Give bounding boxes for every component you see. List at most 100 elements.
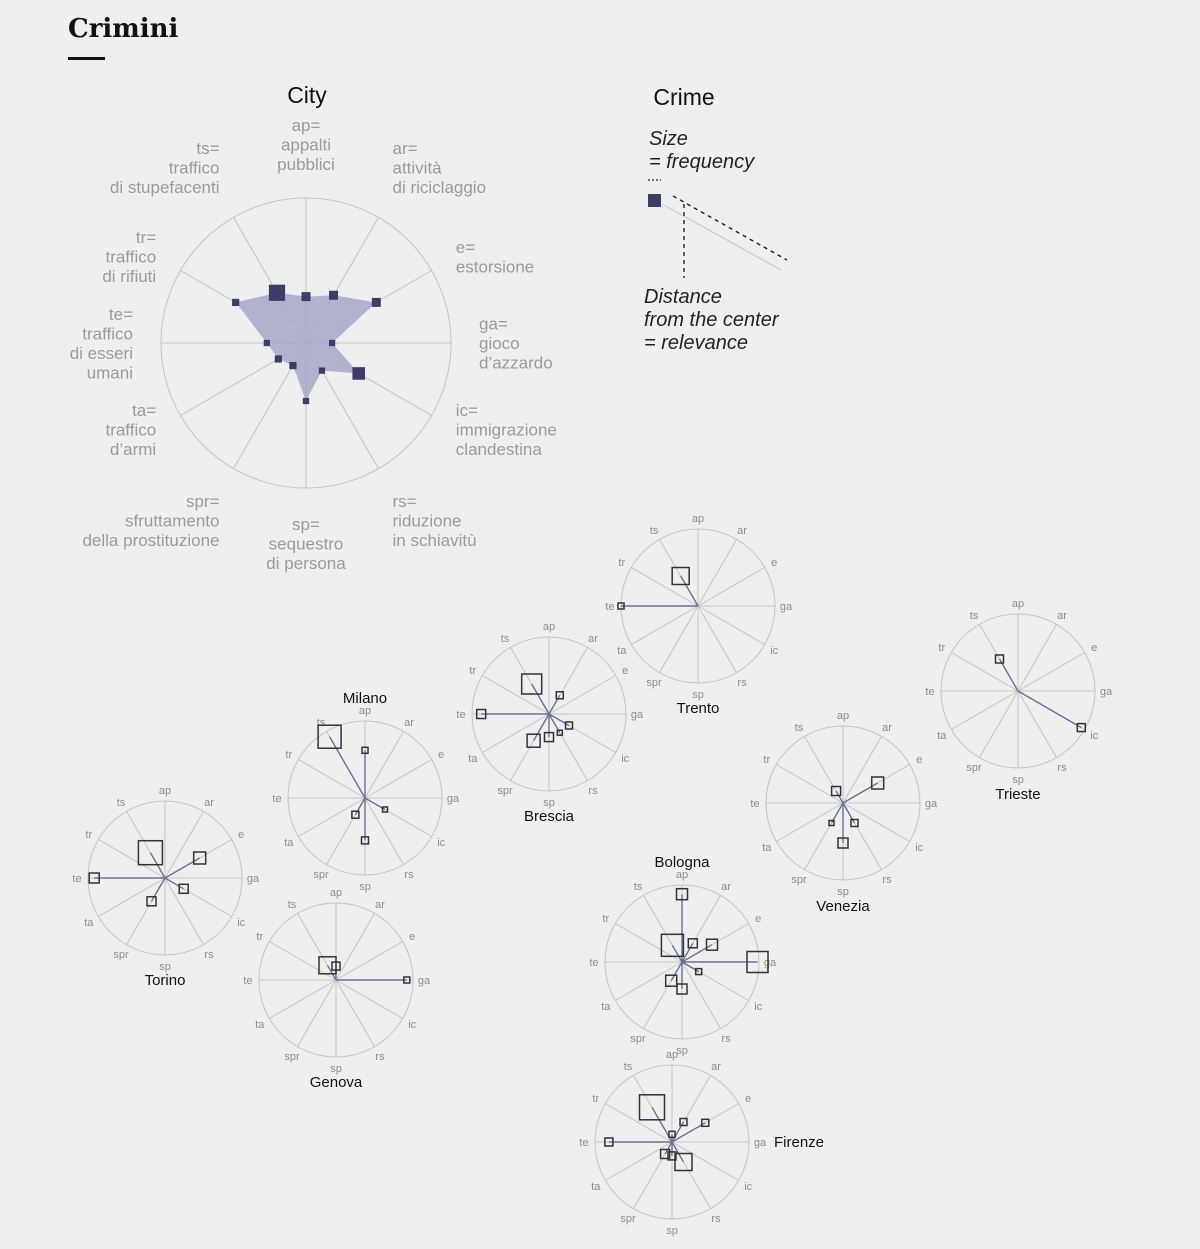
legend-label-ta-line-3: d’armi bbox=[110, 440, 156, 459]
radar-spoke-brescia-tr bbox=[482, 675, 550, 715]
axis-label-trento-ta: ta bbox=[617, 645, 627, 657]
distance-legend-line-2: from the center bbox=[644, 309, 780, 331]
distance-legend-line-1: Distance bbox=[644, 286, 722, 308]
radar-brescia: ap ar e ga ic rs sp spr ta te tr ts Brescia bbox=[456, 621, 644, 825]
legend-radar-marker-rs bbox=[318, 367, 326, 374]
axis-label-milano-ta: ta bbox=[284, 837, 294, 849]
axis-label-trento-rs: rs bbox=[737, 677, 747, 689]
radar-spoke-brescia-ta bbox=[482, 713, 550, 753]
legend-label-rs-line-2: riduzione bbox=[393, 511, 462, 530]
radar-spoke-torino-tr bbox=[98, 839, 166, 879]
axis-label-venezia-ts: ts bbox=[795, 722, 804, 734]
axis-label-firenze-tr: tr bbox=[592, 1093, 599, 1105]
radar-spoke-trieste-ta bbox=[951, 690, 1019, 730]
axis-label-brescia-ap: ap bbox=[543, 621, 555, 633]
axis-label-firenze-te: te bbox=[579, 1137, 588, 1149]
axis-label-genova-e: e bbox=[409, 931, 415, 943]
marker-milano-ap bbox=[361, 746, 369, 755]
axis-label-firenze-ga: ga bbox=[754, 1137, 767, 1149]
marker-venezia-rs bbox=[850, 818, 859, 828]
marker-bologna-sp bbox=[676, 983, 688, 995]
city-label-firenze: Firenze bbox=[774, 1134, 824, 1151]
axis-label-venezia-tr: tr bbox=[763, 754, 770, 766]
axis-label-firenze-rs: rs bbox=[711, 1213, 721, 1225]
axis-label-trento-te: te bbox=[605, 601, 614, 613]
radar-venezia: ap ar e ga ic rs sp spr ta te tr ts Venezia bbox=[750, 710, 938, 915]
marker-firenze-te bbox=[604, 1137, 614, 1147]
axis-label-brescia-ta: ta bbox=[468, 753, 478, 765]
marker-bologna-e bbox=[705, 938, 719, 951]
axis-label-trieste-spr: spr bbox=[966, 762, 982, 774]
axis-label-brescia-ar: ar bbox=[588, 633, 598, 645]
axis-label-bologna-te: te bbox=[589, 957, 598, 969]
legend-label-ar-line-3: di riciclaggio bbox=[393, 178, 487, 197]
axis-label-torino-rs: rs bbox=[204, 949, 214, 961]
city-heading: City bbox=[287, 82, 327, 108]
radar-spoke-trento-ta bbox=[631, 605, 699, 645]
value-line-firenze-e bbox=[671, 1122, 706, 1143]
axis-label-torino-spr: spr bbox=[113, 949, 129, 961]
marker-torino-ic bbox=[178, 883, 189, 895]
marker-firenze-ts bbox=[638, 1094, 666, 1121]
legend-label-ic-line-1: ic= bbox=[456, 401, 478, 420]
axis-label-milano-ic: ic bbox=[437, 837, 445, 849]
axis-label-bologna-ta: ta bbox=[601, 1001, 611, 1013]
city-radar-charts: ap ar e ga ic rs sp spr ta te tr ts Trento ap ar e ga ic r… bbox=[72, 513, 1113, 1237]
legend-label-ar-line-2: attività bbox=[393, 159, 443, 178]
value-line-brescia-ts bbox=[531, 683, 550, 715]
axis-label-trieste-ic: ic bbox=[1090, 730, 1098, 742]
radar-spoke-milano-tr bbox=[298, 759, 366, 799]
axis-label-genova-ta: ta bbox=[255, 1019, 265, 1031]
radar-spoke-genova-ta bbox=[269, 979, 337, 1019]
axis-label-venezia-spr: spr bbox=[791, 874, 807, 886]
radar-spoke-venezia-ta bbox=[776, 802, 844, 842]
axis-label-milano-sp: sp bbox=[359, 881, 371, 893]
legend-label-tr-line-2: traffico bbox=[105, 248, 156, 267]
size-legend-line-2: = frequency bbox=[649, 151, 755, 173]
legend-label-ga-line-1: ga= bbox=[479, 315, 508, 334]
marker-genova-ga bbox=[403, 976, 411, 984]
legend-label-sp-line-3: di persona bbox=[266, 554, 346, 573]
axis-label-trieste-e: e bbox=[1091, 642, 1097, 654]
axis-label-genova-te: te bbox=[243, 975, 252, 987]
marker-brescia-ts bbox=[520, 673, 543, 695]
value-line-trento-ts bbox=[680, 575, 699, 607]
crime-heading: Crime bbox=[653, 84, 714, 110]
radar-torino: ap ar e ga ic rs sp spr ta te tr ts Torino bbox=[72, 785, 260, 989]
axis-label-milano-ar: ar bbox=[404, 717, 414, 729]
city-label-genova: Genova bbox=[310, 1074, 363, 1091]
legend-label-ap-line-3: pubblici bbox=[277, 155, 335, 174]
radar-spoke-trento-spr bbox=[659, 605, 699, 673]
marker-brescia-sp bbox=[543, 731, 555, 743]
axis-label-torino-ts: ts bbox=[117, 797, 126, 809]
radar-spoke-trento-rs bbox=[697, 605, 737, 673]
page-title: Crimini bbox=[68, 14, 179, 44]
axis-label-bologna-rs: rs bbox=[721, 1033, 731, 1045]
axis-label-trento-tr: tr bbox=[618, 557, 625, 569]
value-line-milano-ic bbox=[364, 797, 386, 811]
legend-radar-marker-te bbox=[263, 339, 270, 347]
marker-trento-ts bbox=[671, 566, 690, 586]
city-label-bologna: Bologna bbox=[654, 854, 710, 871]
marker-genova-ts bbox=[318, 956, 337, 975]
value-line-torino-ic bbox=[164, 877, 185, 890]
radar-genova: ap ar e ga ic rs sp spr ta te tr ts Genova bbox=[243, 887, 431, 1091]
radar-spoke-bologna-rs bbox=[681, 961, 721, 1029]
axis-label-torino-ar: ar bbox=[204, 797, 214, 809]
radar-spoke-firenze-tr bbox=[605, 1103, 673, 1143]
marker-firenze-ar bbox=[679, 1117, 688, 1127]
radar-trento: ap ar e ga ic rs sp spr ta te tr ts Trento bbox=[605, 513, 793, 717]
axis-label-trieste-te: te bbox=[925, 686, 934, 698]
value-line-bologna-spr bbox=[670, 961, 683, 982]
radar-spoke-firenze-ic bbox=[671, 1141, 739, 1181]
legend-label-te-line-3: di esseri bbox=[70, 344, 133, 363]
axis-label-firenze-e: e bbox=[745, 1093, 751, 1105]
axis-label-brescia-spr: spr bbox=[497, 785, 513, 797]
marker-trieste-ts bbox=[994, 654, 1005, 664]
legend-radar-marker-ts bbox=[268, 284, 286, 301]
axis-label-venezia-te: te bbox=[750, 798, 759, 810]
axis-label-torino-tr: tr bbox=[85, 829, 92, 841]
radar-spoke-milano-rs bbox=[364, 797, 404, 865]
radar-spoke-torino-ar bbox=[164, 811, 204, 879]
legend-label-sp-line-2: sequestro bbox=[269, 535, 344, 554]
